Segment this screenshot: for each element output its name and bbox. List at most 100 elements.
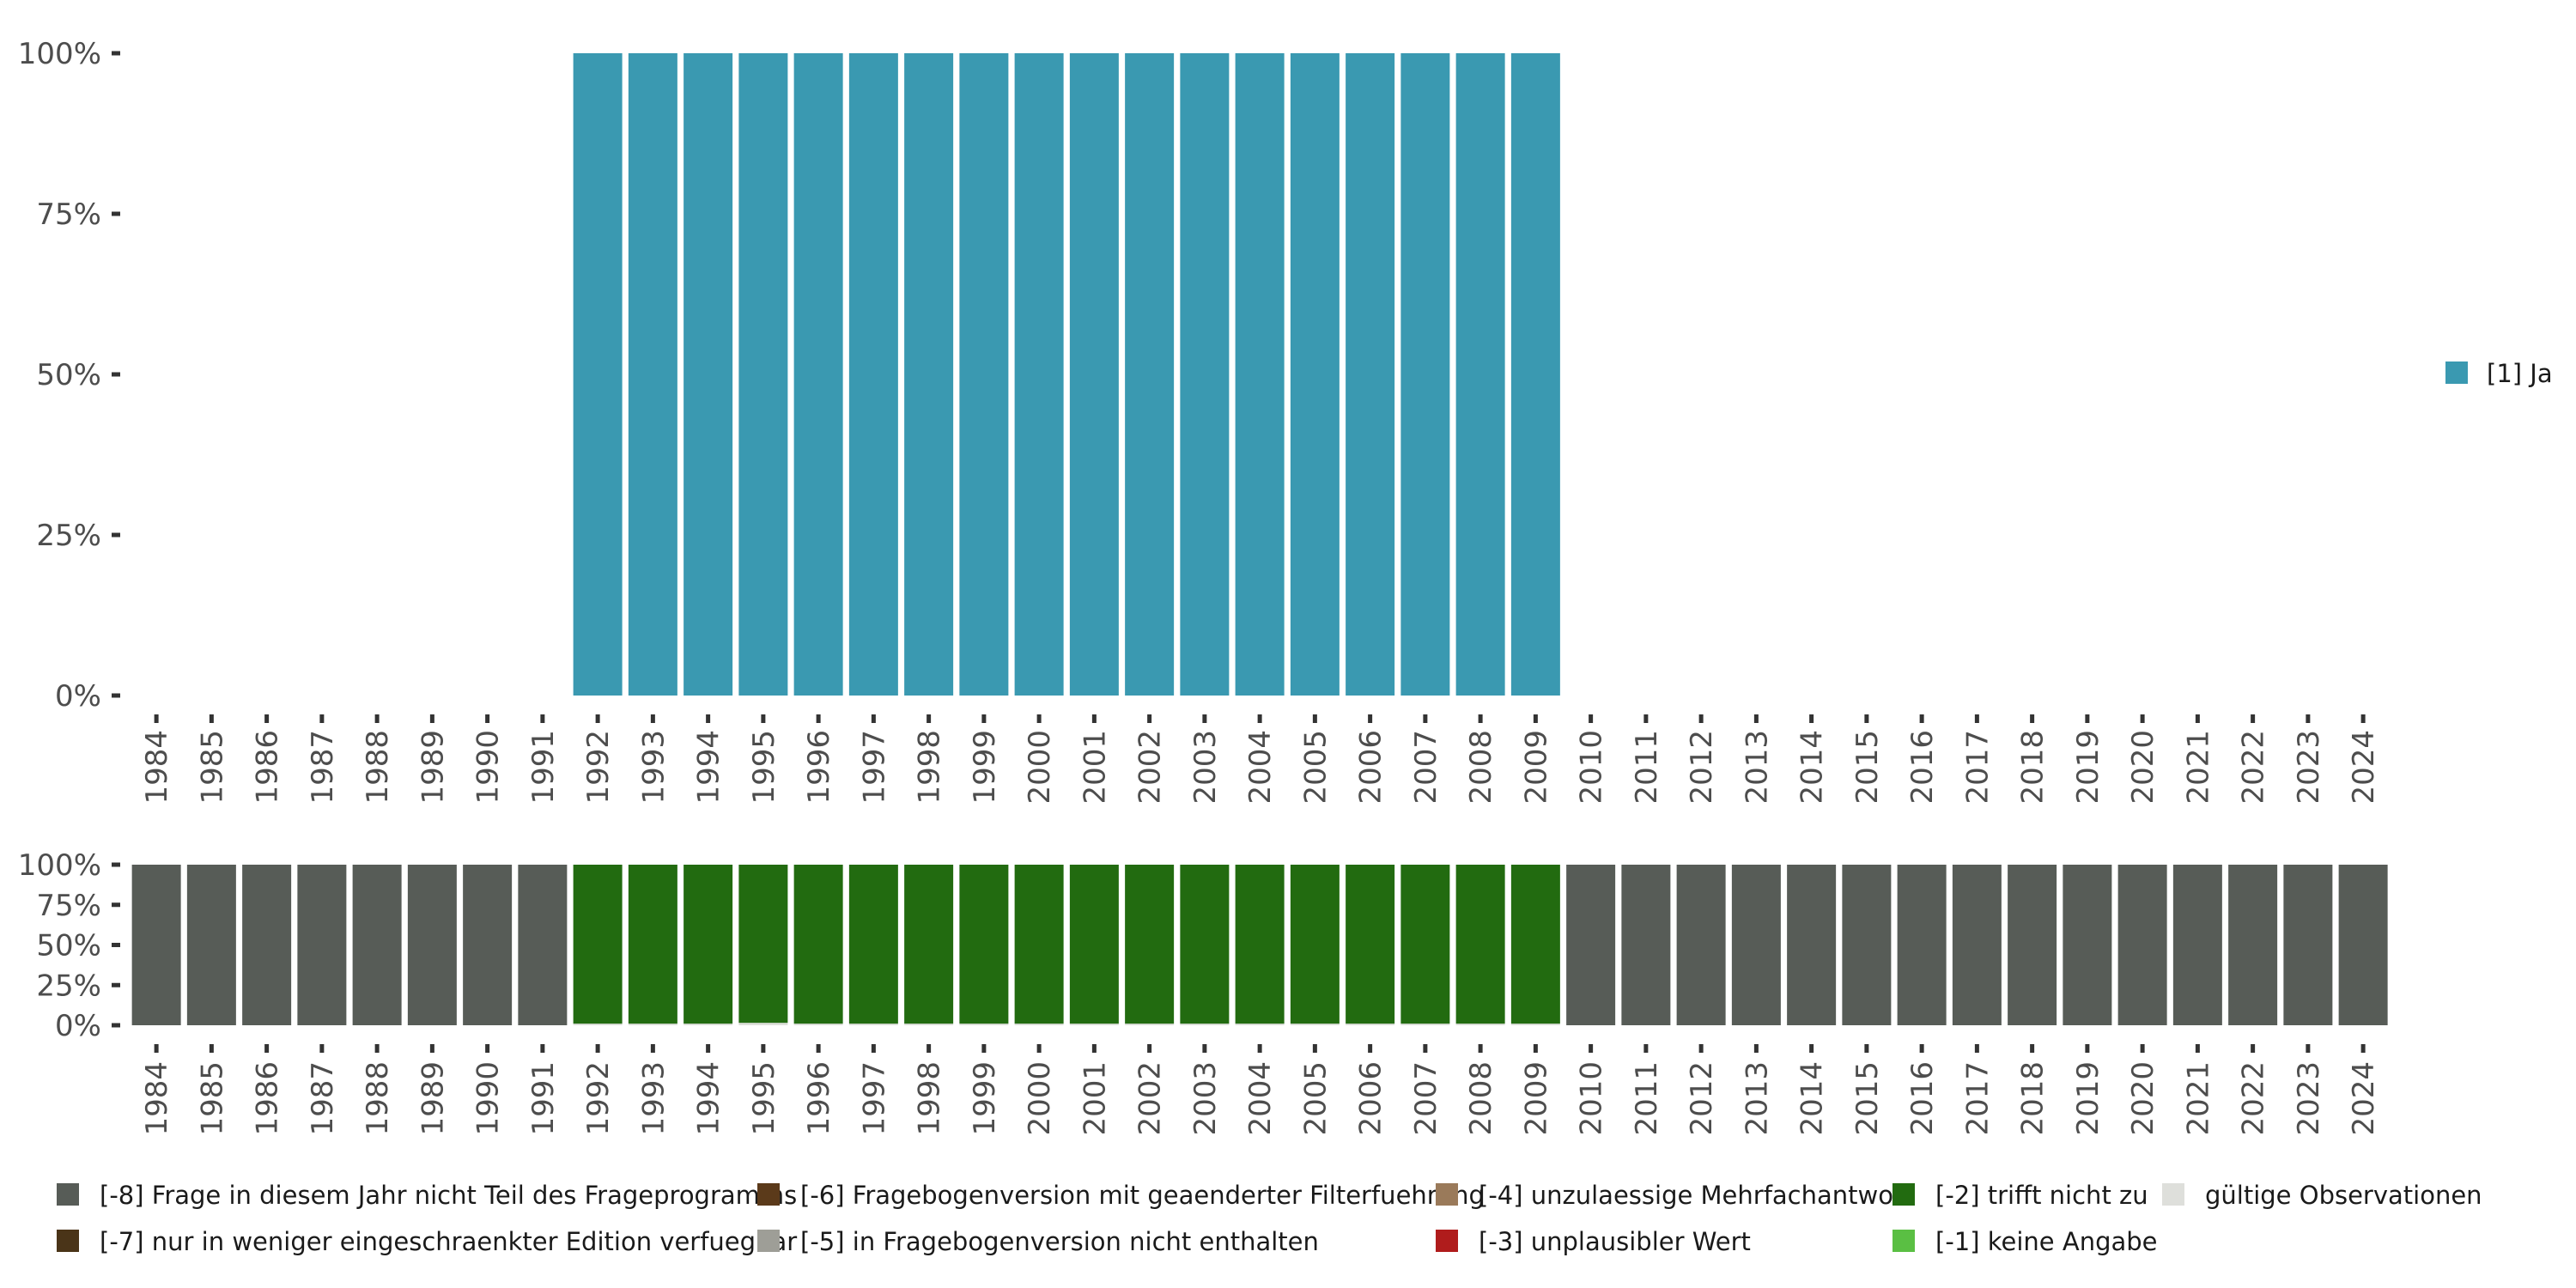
bottom-legend-key xyxy=(1436,1230,1458,1252)
bottom-xtick-label: 1986 xyxy=(251,1061,285,1136)
bottom-xtick-label: 1995 xyxy=(747,1061,781,1136)
top-xtick-label: 2014 xyxy=(1795,730,1830,805)
bottom-bar-1993-s0 xyxy=(628,1024,677,1025)
bottom-ytick-label: 75% xyxy=(36,889,101,923)
bottom-bar-2015-s2 xyxy=(1842,865,1892,1025)
bottom-xtick-label: 2024 xyxy=(2347,1061,2381,1136)
bottom-xtick-label: 2022 xyxy=(2237,1061,2271,1136)
top-xtick-label: 2000 xyxy=(1023,730,1057,805)
top-bar-2003-s0 xyxy=(1180,53,1230,696)
top-xtick-label: 1995 xyxy=(747,730,781,805)
bottom-xtick-label: 1988 xyxy=(361,1061,395,1136)
bottom-xtick-label: 1996 xyxy=(802,1061,836,1136)
top-ytick-label: 25% xyxy=(36,519,101,553)
bottom-legend-label: [-1] keine Angabe xyxy=(1935,1227,2158,1256)
top-bar-1993-s0 xyxy=(628,53,677,696)
bottom-xtick-label: 2015 xyxy=(1850,1061,1885,1136)
bottom-bar-1985-s2 xyxy=(186,865,236,1025)
top-xtick-label: 1984 xyxy=(140,730,174,805)
top-xtick-label: 1985 xyxy=(195,730,229,805)
bottom-legend-label: [-3] unplausibler Wert xyxy=(1479,1227,1751,1256)
bottom-xtick-label: 2005 xyxy=(1298,1061,1333,1136)
bottom-legend-key xyxy=(1893,1230,1915,1252)
bottom-ytick-label: 100% xyxy=(18,848,101,883)
bottom-bar-2020-s2 xyxy=(2117,865,2167,1025)
top-xtick-label: 2010 xyxy=(1575,730,1609,805)
bottom-legend-label: [-5] in Fragebogenversion nicht enthalte… xyxy=(800,1227,1319,1256)
bottom-legend-label: [-8] Frage in diesem Jahr nicht Teil des… xyxy=(100,1181,797,1210)
bottom-xtick-label: 2012 xyxy=(1685,1061,1719,1136)
bottom-bar-1999-s1 xyxy=(959,865,1009,1024)
top-bar-1999-s0 xyxy=(959,53,1009,696)
top-bar-2007-s0 xyxy=(1400,53,1450,696)
bottom-bar-1996-s0 xyxy=(793,1024,843,1025)
bottom-xtick-label: 2018 xyxy=(2016,1061,2050,1136)
bottom-xtick-label: 2009 xyxy=(1519,1061,1553,1136)
top-legend-label: [1] Ja xyxy=(2487,359,2553,388)
top-xtick-label: 2016 xyxy=(1905,730,1940,805)
bottom-xtick-label: 1991 xyxy=(526,1061,561,1136)
bottom-bar-1997-s0 xyxy=(848,1024,898,1025)
top-legend-key xyxy=(2445,361,2468,384)
bottom-bar-2003-s1 xyxy=(1180,865,1230,1024)
bottom-bar-2003-s0 xyxy=(1180,1024,1230,1025)
bottom-bar-1987-s2 xyxy=(297,865,347,1025)
top-xtick-label: 2020 xyxy=(2126,730,2160,805)
bottom-xtick-label: 2014 xyxy=(1795,1061,1830,1136)
bottom-bar-1998-s1 xyxy=(904,865,954,1024)
bottom-xtick-label: 2011 xyxy=(1630,1061,1664,1136)
bottom-bar-1999-s0 xyxy=(959,1024,1009,1025)
top-bar-2009-s0 xyxy=(1510,53,1560,696)
bottom-bar-1984-s2 xyxy=(131,865,181,1025)
bottom-bar-2004-s0 xyxy=(1235,1024,1285,1025)
top-xtick-label: 2001 xyxy=(1078,730,1112,805)
bottom-bar-1997-s1 xyxy=(848,865,898,1024)
bottom-xtick-label: 1987 xyxy=(306,1061,340,1136)
top-xtick-label: 2005 xyxy=(1298,730,1333,805)
bottom-bar-2018-s2 xyxy=(2008,865,2057,1025)
bottom-xtick-label: 1985 xyxy=(195,1061,229,1136)
bottom-bar-1995-s0 xyxy=(738,1023,788,1025)
bottom-bar-1993-s1 xyxy=(628,865,677,1024)
top-xtick-label: 2018 xyxy=(2016,730,2050,805)
bottom-xtick-label: 2023 xyxy=(2292,1061,2326,1136)
bottom-ytick-label: 25% xyxy=(36,969,101,1003)
bottom-xtick-label: 1984 xyxy=(140,1061,174,1136)
bottom-xtick-label: 1998 xyxy=(913,1061,947,1136)
bottom-xtick-label: 2002 xyxy=(1133,1061,1168,1136)
bottom-bar-2023-s2 xyxy=(2283,865,2333,1025)
top-bar-2002-s0 xyxy=(1125,53,1175,696)
bottom-legend-key xyxy=(1893,1183,1915,1206)
bottom-bar-2007-s1 xyxy=(1400,865,1450,1024)
top-bar-1996-s0 xyxy=(793,53,843,696)
top-xtick-label: 2019 xyxy=(2071,730,2105,805)
bottom-bar-2006-s0 xyxy=(1346,1024,1395,1025)
top-xtick-label: 1992 xyxy=(581,730,616,805)
bottom-xtick-label: 2010 xyxy=(1575,1061,1609,1136)
top-xtick-label: 1990 xyxy=(471,730,506,805)
top-xtick-label: 2008 xyxy=(1464,730,1498,805)
top-xtick-label: 2013 xyxy=(1740,730,1774,805)
top-xtick-label: 2011 xyxy=(1630,730,1664,805)
top-xtick-label: 1991 xyxy=(526,730,561,805)
bottom-bar-2006-s1 xyxy=(1346,865,1395,1024)
top-bar-1995-s0 xyxy=(738,53,788,696)
bottom-xtick-label: 1990 xyxy=(471,1061,506,1136)
top-xtick-label: 1999 xyxy=(968,730,1002,805)
top-xtick-label: 2006 xyxy=(1354,730,1388,805)
bottom-bar-2009-s1 xyxy=(1510,865,1560,1024)
top-xtick-label: 1986 xyxy=(251,730,285,805)
bottom-bar-2000-s0 xyxy=(1014,1024,1064,1025)
top-xtick-label: 2002 xyxy=(1133,730,1168,805)
bottom-legend-key xyxy=(57,1183,79,1206)
top-xtick-label: 1987 xyxy=(306,730,340,805)
bottom-ytick-label: 50% xyxy=(36,929,101,963)
bottom-xtick-label: 2013 xyxy=(1740,1061,1774,1136)
top-bar-2006-s0 xyxy=(1346,53,1395,696)
bottom-legend-label: [-2] trifft nicht zu xyxy=(1935,1181,2148,1210)
top-xtick-label: 2023 xyxy=(2292,730,2326,805)
bottom-xtick-label: 1989 xyxy=(416,1061,450,1136)
top-bar-2001-s0 xyxy=(1069,53,1119,696)
bottom-xtick-label: 2020 xyxy=(2126,1061,2160,1136)
